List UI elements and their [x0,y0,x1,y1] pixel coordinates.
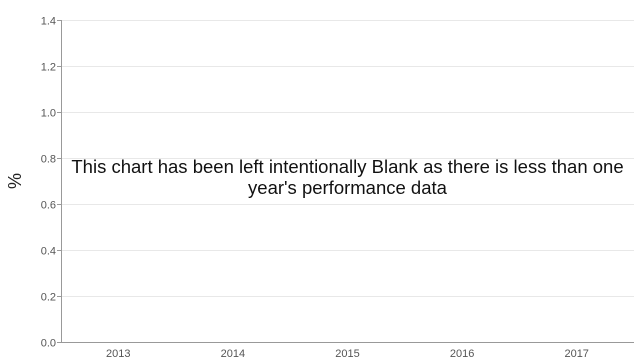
gridlines [61,20,634,297]
y-tick-label: 1.0 [41,108,56,120]
y-tick-label: 0.2 [41,292,56,304]
axes [61,20,634,343]
y-axis-label: % [5,173,25,189]
x-axis-ticks: 2013 2014 2015 2016 2017 [106,348,589,358]
y-axis-ticks: 0.0 0.2 0.4 0.6 0.8 1.0 1.2 1.4 [41,16,61,350]
y-tick-label: 0.4 [41,246,56,258]
y-tick-label: 0.6 [41,200,56,212]
blank-chart-message: This chart has been left intentionally B… [71,156,624,198]
y-tick-label: 0.0 [41,338,56,350]
x-tick-label: 2017 [564,348,588,358]
x-tick-label: 2013 [106,348,130,358]
y-tick-label: 1.4 [41,16,56,28]
x-tick-label: 2015 [335,348,359,358]
y-tick-label: 1.2 [41,62,56,74]
x-tick-label: 2016 [450,348,474,358]
y-tick-label: 0.8 [41,154,56,166]
x-tick-label: 2014 [221,348,245,358]
